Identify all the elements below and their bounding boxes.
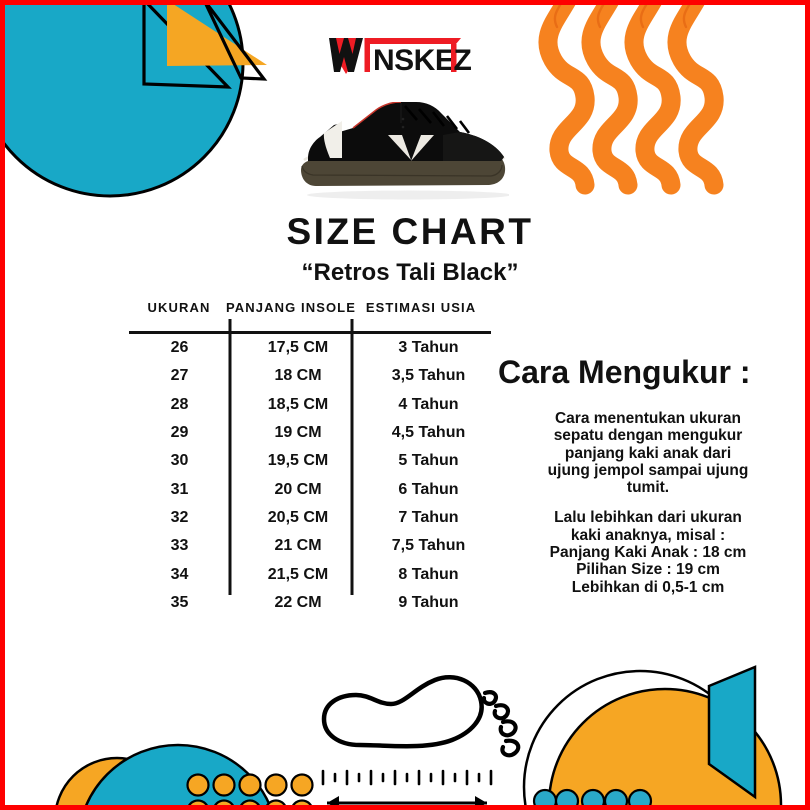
svg-text:Z: Z bbox=[454, 44, 472, 76]
svg-text:NSKE: NSKE bbox=[373, 44, 454, 76]
